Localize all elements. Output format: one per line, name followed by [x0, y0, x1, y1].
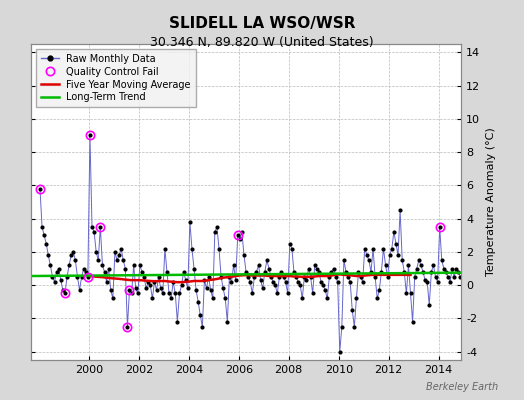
Text: SLIDELL LA WSO/WSR: SLIDELL LA WSO/WSR — [169, 16, 355, 31]
Text: Berkeley Earth: Berkeley Earth — [425, 382, 498, 392]
Y-axis label: Temperature Anomaly (°C): Temperature Anomaly (°C) — [486, 128, 496, 276]
Text: 30.346 N, 89.820 W (United States): 30.346 N, 89.820 W (United States) — [150, 36, 374, 49]
Legend: Raw Monthly Data, Quality Control Fail, Five Year Moving Average, Long-Term Tren: Raw Monthly Data, Quality Control Fail, … — [36, 49, 196, 107]
